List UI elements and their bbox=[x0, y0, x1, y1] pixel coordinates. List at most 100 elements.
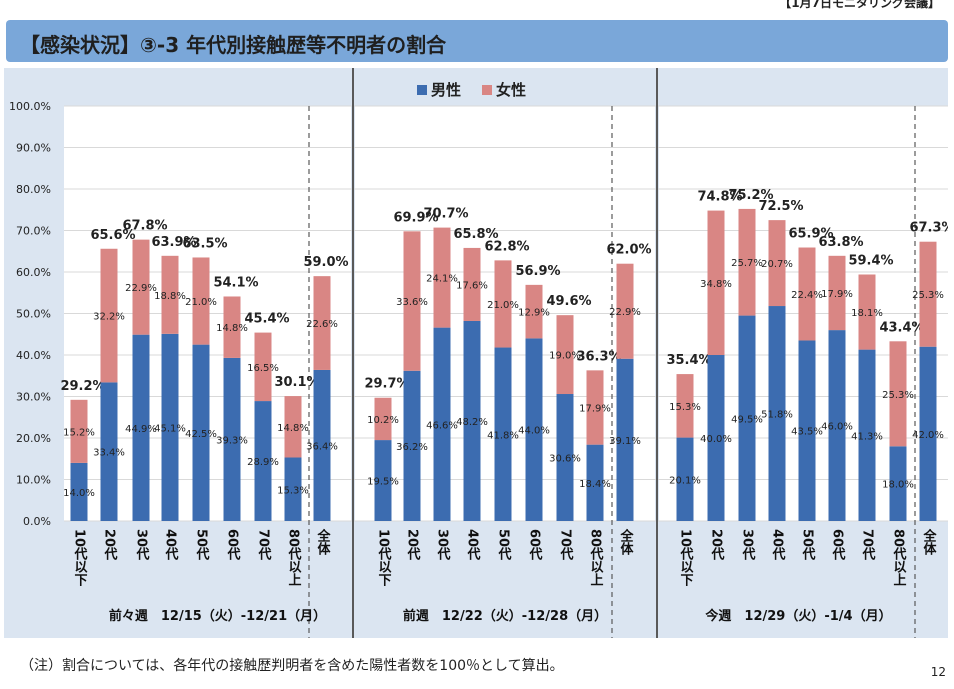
group-label: 前々週 12/15（火）-12/21（月） bbox=[109, 608, 326, 624]
data-label-total: 62.0% bbox=[606, 243, 651, 258]
data-label-male: 20.1% bbox=[669, 475, 701, 486]
bar-male bbox=[403, 370, 421, 521]
data-label-female: 33.6% bbox=[396, 297, 428, 308]
data-label-total: 56.9% bbox=[515, 264, 560, 279]
data-label-female: 17.6% bbox=[456, 280, 488, 291]
bar-male bbox=[374, 440, 392, 521]
data-label-male: 46.6% bbox=[426, 420, 458, 431]
y-tick-label: 50.0% bbox=[16, 308, 51, 321]
y-tick-label: 20.0% bbox=[16, 432, 51, 445]
bar-female bbox=[313, 276, 331, 370]
bar-female bbox=[919, 241, 937, 347]
data-label-total: 62.8% bbox=[484, 239, 529, 254]
data-label-female: 17.9% bbox=[821, 289, 853, 300]
bar-male bbox=[313, 369, 331, 521]
data-label-male: 33.4% bbox=[93, 448, 125, 459]
data-label-male: 39.1% bbox=[609, 436, 641, 447]
bar-female bbox=[161, 255, 179, 334]
data-label-total: 63.9% bbox=[151, 235, 196, 250]
data-label-female: 25.7% bbox=[731, 258, 763, 269]
x-category-label: 全体 bbox=[315, 528, 332, 556]
y-tick-label: 30.0% bbox=[16, 391, 51, 404]
bar-female bbox=[586, 370, 604, 445]
data-label-female: 14.8% bbox=[216, 323, 248, 334]
data-label-total: 36.3% bbox=[576, 349, 621, 364]
bar-male bbox=[586, 444, 604, 521]
bar-male bbox=[100, 382, 118, 521]
data-label-female: 17.9% bbox=[579, 403, 611, 414]
data-label-total: 65.6% bbox=[90, 228, 135, 243]
bar-female bbox=[100, 248, 118, 383]
bar-male bbox=[70, 462, 88, 521]
data-label-male: 49.5% bbox=[731, 414, 763, 425]
x-category-label: 50代 bbox=[194, 529, 211, 562]
data-label-total: 63.5% bbox=[182, 236, 227, 251]
x-category-label: 10代以下 bbox=[72, 529, 89, 588]
bar-male bbox=[161, 333, 179, 521]
data-label-total: 74.8% bbox=[697, 190, 742, 205]
data-label-total: 72.5% bbox=[758, 199, 803, 214]
x-category-label: 全体 bbox=[618, 528, 635, 556]
data-label-female: 22.4% bbox=[791, 290, 823, 301]
bar-female bbox=[433, 227, 451, 328]
data-label-total: 69.9% bbox=[393, 210, 438, 225]
data-label-total: 70.7% bbox=[423, 207, 468, 222]
legend-swatch-female bbox=[482, 85, 492, 95]
data-label-male: 51.8% bbox=[761, 410, 793, 421]
page-number: 12 bbox=[930, 665, 946, 679]
data-label-total: 63.8% bbox=[818, 235, 863, 250]
legend-label-male: 男性 bbox=[431, 81, 461, 99]
x-category-label: 全体 bbox=[921, 528, 938, 556]
bar-female bbox=[676, 374, 694, 438]
x-category-label: 40代 bbox=[770, 529, 787, 562]
data-label-female: 21.0% bbox=[487, 300, 519, 311]
bar-male bbox=[463, 320, 481, 521]
data-label-male: 36.2% bbox=[396, 442, 428, 453]
data-label-female: 22.9% bbox=[125, 283, 157, 294]
data-label-male: 43.5% bbox=[791, 427, 823, 438]
data-label-male: 48.2% bbox=[456, 417, 488, 428]
bar-male bbox=[768, 306, 786, 521]
bar-female bbox=[494, 260, 512, 348]
bar-male bbox=[707, 355, 725, 521]
x-category-label: 80代以上 bbox=[891, 529, 908, 587]
y-tick-label: 10.0% bbox=[16, 474, 51, 487]
data-label-female: 32.2% bbox=[93, 312, 125, 323]
data-label-male: 44.9% bbox=[125, 424, 157, 435]
bar-male bbox=[132, 334, 150, 521]
bar-male bbox=[254, 401, 272, 521]
y-tick-label: 80.0% bbox=[16, 183, 51, 196]
group-label: 今週 12/29（火）-1/4（月） bbox=[704, 608, 891, 624]
y-tick-label: 100.0% bbox=[9, 100, 51, 113]
x-category-label: 10代以下 bbox=[376, 529, 393, 588]
data-label-male: 41.3% bbox=[851, 431, 883, 442]
bar-male bbox=[192, 344, 210, 521]
data-label-male: 40.0% bbox=[700, 434, 732, 445]
data-label-male: 15.3% bbox=[277, 485, 309, 496]
x-category-label: 70代 bbox=[860, 529, 877, 562]
data-label-total: 67.3% bbox=[909, 221, 948, 236]
data-label-male: 28.9% bbox=[247, 457, 279, 468]
bar-male bbox=[556, 394, 574, 521]
data-label-male: 14.0% bbox=[63, 488, 95, 499]
data-label-female: 20.7% bbox=[761, 259, 793, 270]
bar-female bbox=[858, 274, 876, 350]
data-label-total: 75.2% bbox=[728, 188, 773, 203]
data-label-female: 25.3% bbox=[882, 390, 914, 401]
data-label-female: 18.1% bbox=[851, 308, 883, 319]
x-category-label: 10代以下 bbox=[678, 529, 695, 588]
x-category-label: 30代 bbox=[435, 529, 452, 562]
data-label-female: 34.8% bbox=[700, 279, 732, 290]
data-label-total: 29.2% bbox=[60, 379, 105, 394]
data-label-total: 59.0% bbox=[303, 255, 348, 270]
bar-female bbox=[223, 296, 241, 358]
bar-female bbox=[70, 399, 88, 463]
bar-female bbox=[707, 210, 725, 355]
y-tick-label: 40.0% bbox=[16, 349, 51, 362]
bar-female bbox=[738, 208, 756, 316]
x-category-label: 60代 bbox=[830, 529, 847, 562]
y-tick-label: 0.0% bbox=[23, 515, 51, 528]
bar-female bbox=[403, 231, 421, 371]
bar-female bbox=[284, 396, 302, 458]
data-label-male: 44.0% bbox=[518, 426, 550, 437]
